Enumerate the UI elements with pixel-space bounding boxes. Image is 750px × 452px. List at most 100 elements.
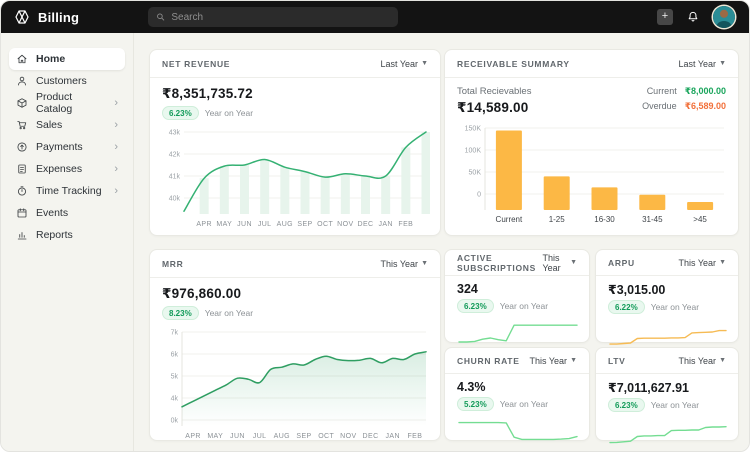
svg-text:MAY: MAY: [216, 221, 232, 228]
sidebar-item-expenses[interactable]: Expenses›: [9, 158, 125, 180]
sidebar-item-time-tracking[interactable]: Time Tracking›: [9, 180, 125, 202]
svg-text:JAN: JAN: [386, 433, 400, 440]
svg-text:OCT: OCT: [318, 433, 334, 440]
arpu-period-dropdown[interactable]: This Year▼: [679, 258, 726, 268]
user-avatar[interactable]: [713, 6, 735, 28]
overdue-value: ₹6,589.00: [685, 101, 726, 112]
svg-text:JUN: JUN: [230, 433, 245, 440]
net-revenue-chart: 43k42k41k40kAPRMAYJUNJULAUGSEPOCTNOVDECJ…: [162, 126, 428, 235]
sidebar-item-payments[interactable]: Payments ›: [9, 136, 125, 158]
sidebar-item-product-catalog[interactable]: Product Catalog›: [9, 92, 125, 114]
svg-text:Current: Current: [496, 215, 523, 224]
mrr-value: ₹976,860.00: [162, 286, 428, 302]
total-receivables-label: Total Recievables: [457, 86, 531, 97]
mrr-card: MRR This Year▼ ₹976,860.00 8.23% Year on…: [149, 249, 441, 441]
sidebar-item-label: Payments: [36, 141, 83, 153]
chevron-down-icon: ▼: [421, 260, 428, 267]
topbar-actions: +: [657, 6, 737, 28]
receivables-aging-chart: 150K100K50K0Current1-2516-3031-45>45: [445, 122, 738, 231]
chevron-down-icon: ▼: [719, 259, 726, 266]
svg-text:43k: 43k: [169, 130, 181, 137]
churn-rate-period-dropdown[interactable]: This Year▼: [530, 356, 577, 366]
mrr-title: MRR: [162, 259, 183, 269]
svg-text:16-30: 16-30: [594, 215, 615, 224]
receivable-title: RECEIVABLE SUMMARY: [457, 59, 570, 69]
chevron-down-icon: ▼: [421, 60, 428, 67]
chevron-right-icon: ›: [114, 142, 118, 153]
svg-text:FEB: FEB: [407, 433, 422, 440]
svg-text:APR: APR: [196, 221, 212, 228]
sidebar-item-label: Sales: [36, 119, 62, 131]
sidebar-item-label: Expenses: [36, 163, 82, 175]
dashboard-main: NET REVENUE Last Year▼ ₹8,351,735.72 6.2…: [134, 33, 749, 451]
sidebar-item-events[interactable]: Events: [9, 202, 125, 224]
svg-text:OCT: OCT: [317, 221, 333, 228]
svg-text:41k: 41k: [169, 174, 181, 181]
churn-rate-title: CHURN RATE: [457, 356, 520, 366]
sidebar-item-home[interactable]: Home: [9, 48, 125, 70]
add-new-button[interactable]: +: [657, 9, 673, 25]
svg-text:NOV: NOV: [340, 433, 356, 440]
mrr-card-header: MRR This Year▼: [150, 250, 440, 278]
product-catalog-icon: [16, 97, 28, 109]
svg-text:SEP: SEP: [296, 433, 311, 440]
net-revenue-period-dropdown[interactable]: Last Year▼: [381, 59, 428, 69]
receivable-period-dropdown[interactable]: Last Year▼: [679, 59, 726, 69]
chevron-down-icon: ▼: [570, 357, 577, 364]
svg-text:>45: >45: [693, 215, 707, 224]
churn-rate-yoy-badge: 5.23%: [457, 397, 494, 411]
reports-icon: [16, 229, 28, 241]
customers-icon: [16, 75, 28, 87]
chevron-down-icon: ▼: [570, 259, 577, 266]
sidebar-nav: HomeCustomersProduct Catalog›Sales›Payme…: [1, 33, 134, 451]
mrr-body: ₹976,860.00 8.23% Year on Year 7k6k5k4k0…: [150, 278, 440, 452]
churn-rate-yoy-label: Year on Year: [500, 399, 548, 409]
net-revenue-card: NET REVENUE Last Year▼ ₹8,351,735.72 6.2…: [149, 49, 441, 236]
ltv-period-dropdown[interactable]: This Year▼: [679, 356, 726, 366]
search-input[interactable]: [171, 12, 390, 23]
active-subscriptions-value: 324: [457, 282, 577, 296]
sidebar-item-label: Reports: [36, 229, 73, 241]
ltv-card: LTV This Year▼ ₹7,011,627.91 6.23% Year …: [595, 347, 739, 441]
search-bar[interactable]: [148, 7, 398, 27]
mrr-yoy-label: Year on Year: [205, 308, 253, 318]
svg-text:5k: 5k: [171, 374, 179, 381]
active-subscriptions-title: ACTIVE SUBSCRIPTIONS: [457, 253, 542, 273]
ltv-yoy-label: Year on Year: [651, 400, 699, 410]
overdue-receivables-row: Overdue ₹6,589.00: [642, 101, 726, 112]
notifications-bell-icon[interactable]: [686, 10, 700, 24]
churn-rate-body: 4.3% 5.23% Year on Year: [445, 374, 589, 452]
svg-text:31-45: 31-45: [642, 215, 663, 224]
sidebar-item-label: Events: [36, 207, 68, 219]
svg-text:JUL: JUL: [258, 221, 272, 228]
svg-text:50K: 50K: [469, 170, 482, 177]
svg-text:150K: 150K: [465, 126, 482, 133]
app-title: Billing: [38, 10, 79, 25]
mrr-period-dropdown[interactable]: This Year▼: [381, 259, 428, 269]
sidebar-item-label: Customers: [36, 75, 87, 87]
chevron-right-icon: ›: [114, 120, 118, 131]
svg-text:AUG: AUG: [274, 433, 290, 440]
svg-text:NOV: NOV: [337, 221, 353, 228]
svg-text:7k: 7k: [171, 330, 179, 337]
svg-text:100K: 100K: [465, 148, 482, 155]
ltv-header: LTV This Year▼: [596, 348, 738, 374]
sidebar-item-customers[interactable]: Customers: [9, 70, 125, 92]
net-revenue-title: NET REVENUE: [162, 59, 230, 69]
churn-rate-sparkline: [457, 415, 577, 452]
active-subscriptions-yoy-badge: 6.23%: [457, 299, 494, 313]
net-revenue-yoy-badge: 6.23%: [162, 106, 199, 120]
sidebar-item-sales[interactable]: Sales ›: [9, 114, 125, 136]
svg-text:42k: 42k: [169, 152, 181, 159]
sidebar-item-reports[interactable]: Reports: [9, 224, 125, 246]
active-subscriptions-period-dropdown[interactable]: This Year▼: [542, 253, 577, 273]
churn-rate-header: CHURN RATE This Year▼: [445, 348, 589, 374]
search-icon: [156, 12, 165, 22]
total-receivables-value: ₹14,589.00: [457, 100, 531, 116]
chevron-right-icon: ›: [114, 98, 118, 109]
net-revenue-body: ₹8,351,735.72 6.23% Year on Year 43k42k4…: [150, 78, 440, 241]
ltv-value: ₹7,011,627.91: [608, 380, 726, 395]
arpu-header: ARPU This Year▼: [596, 250, 738, 276]
net-revenue-card-header: NET REVENUE Last Year▼: [150, 50, 440, 78]
sales-cart-icon: [16, 119, 28, 131]
